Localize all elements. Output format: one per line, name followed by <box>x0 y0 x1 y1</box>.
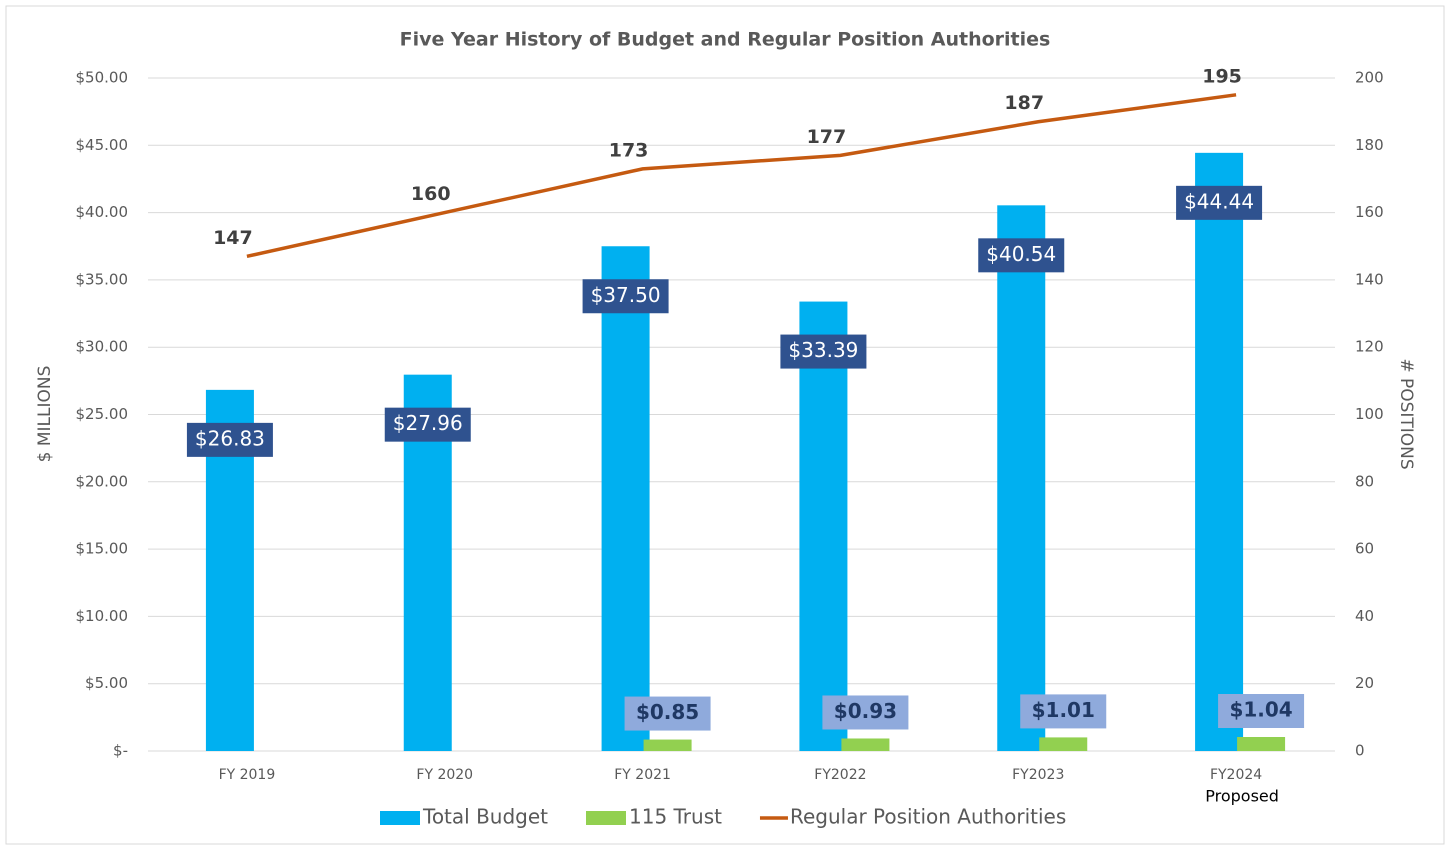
y2-tick-label: 100 <box>1355 405 1384 423</box>
x-tick-label: FY2024 <box>1210 767 1262 783</box>
y-tick-label: $- <box>113 742 128 760</box>
legend-swatch <box>586 811 626 825</box>
y-tick-label: $5.00 <box>85 674 128 692</box>
bar <box>1195 152 1244 752</box>
value-label-box <box>1020 694 1107 729</box>
bar <box>601 246 650 751</box>
value-label: $27.96 <box>393 411 463 435</box>
legend-label: 115 Trust <box>629 805 722 829</box>
x-tick-label: FY 2021 <box>614 767 671 783</box>
value-label: $0.93 <box>834 699 897 723</box>
value-label: $0.85 <box>636 700 699 724</box>
y2-axis-title: # POSITIONS <box>1396 358 1416 469</box>
y2-tick-label: 180 <box>1355 136 1384 154</box>
y2-tick-label: 140 <box>1355 270 1384 288</box>
y2-tick-label: 80 <box>1355 472 1374 490</box>
value-label-box <box>1218 694 1305 729</box>
bar <box>841 738 890 751</box>
y-tick-label: $35.00 <box>76 270 129 288</box>
value-label-box <box>624 696 711 731</box>
value-label-box <box>582 279 669 314</box>
x-tick-label: FY2023 <box>1012 767 1064 783</box>
line-label: 160 <box>411 183 451 205</box>
y-axis-title: $ MILLIONS <box>35 366 55 463</box>
x-tick-label: FY2022 <box>814 767 866 783</box>
x-tick-label: FY 2019 <box>219 767 276 783</box>
line <box>246 93 1237 259</box>
bar <box>643 739 692 751</box>
value-label: $37.50 <box>591 283 661 307</box>
y2-tick-label: 200 <box>1355 69 1384 87</box>
y2-tick-label: 0 <box>1355 742 1365 760</box>
bar <box>997 205 1046 751</box>
bar <box>1039 737 1088 751</box>
value-label-box <box>780 334 867 369</box>
value-label-box <box>384 407 471 442</box>
line-label: 177 <box>807 126 847 148</box>
value-label-box <box>1176 185 1263 220</box>
line-label: 173 <box>609 139 649 161</box>
y2-tick-label: 60 <box>1355 540 1374 558</box>
y-tick-label: $20.00 <box>76 472 129 490</box>
legend-label: Regular Position Authorities <box>790 805 1066 829</box>
line-label: 195 <box>1202 65 1242 87</box>
value-label: $1.04 <box>1229 698 1292 722</box>
legend-swatch <box>380 811 420 825</box>
value-label: $1.01 <box>1032 698 1095 722</box>
x-tick-label: FY 2020 <box>416 767 473 783</box>
value-label-box <box>822 695 909 730</box>
y2-tick-label: 160 <box>1355 203 1384 221</box>
annotation: Proposed <box>1205 787 1279 806</box>
y-tick-label: $40.00 <box>76 203 129 221</box>
value-label-box <box>186 422 273 457</box>
bar <box>1237 737 1286 751</box>
y-tick-label: $25.00 <box>76 405 129 423</box>
value-label-box <box>978 238 1065 273</box>
y2-tick-label: 120 <box>1355 338 1384 356</box>
y-tick-label: $45.00 <box>76 136 129 154</box>
bar <box>799 301 848 751</box>
value-label: $26.83 <box>195 426 265 450</box>
y-tick-label: $50.00 <box>76 69 129 87</box>
y2-tick-label: 40 <box>1355 607 1374 625</box>
y2-tick-label: 20 <box>1355 674 1374 692</box>
value-label: $33.39 <box>788 338 858 362</box>
chart-title: Five Year History of Budget and Regular … <box>400 29 1051 51</box>
y-tick-label: $10.00 <box>76 607 129 625</box>
value-label: $44.44 <box>1184 189 1254 213</box>
line-label: 147 <box>213 227 253 249</box>
value-label: $40.54 <box>986 242 1056 266</box>
legend-label: Total Budget <box>422 805 548 829</box>
y-tick-label: $30.00 <box>76 338 129 356</box>
y-tick-label: $15.00 <box>76 540 129 558</box>
line-label: 187 <box>1004 92 1044 114</box>
